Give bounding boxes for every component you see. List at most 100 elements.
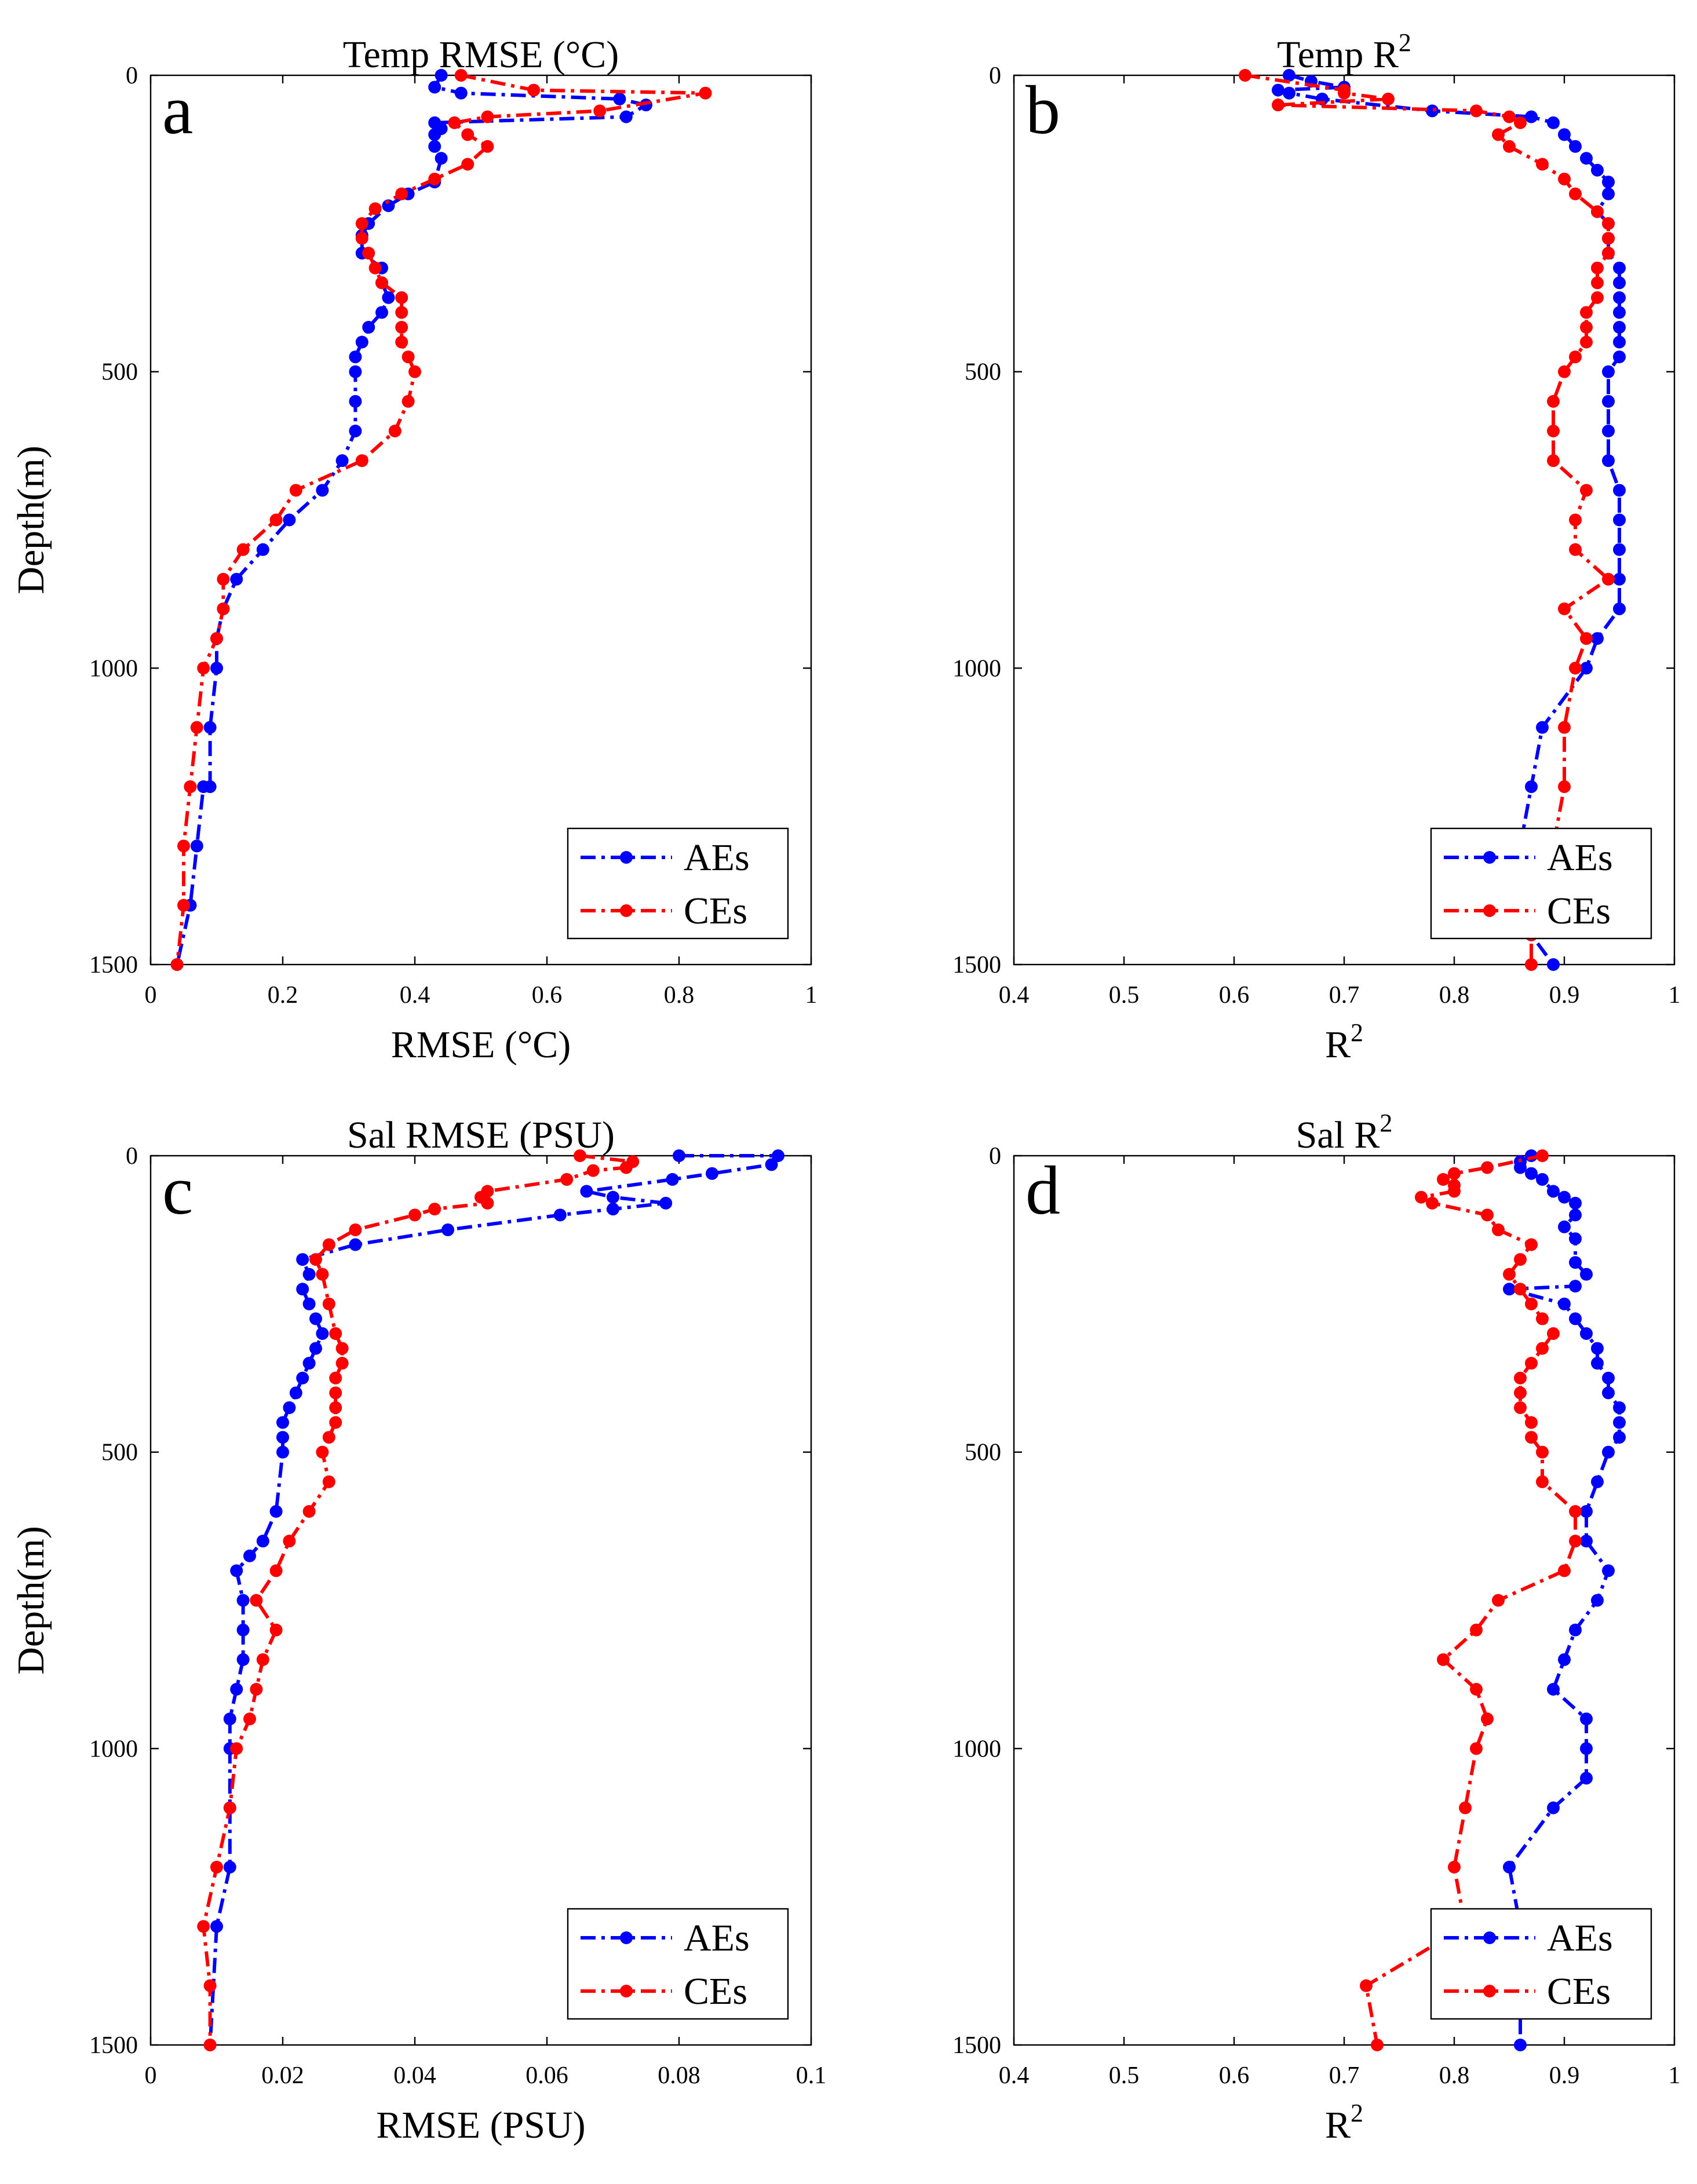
data-point xyxy=(1613,1416,1626,1429)
data-point xyxy=(408,365,421,378)
data-point xyxy=(428,81,441,94)
data-point xyxy=(1536,158,1549,171)
plot-frame xyxy=(149,74,812,966)
data-point xyxy=(441,1223,454,1236)
plot-frame xyxy=(149,1155,812,2046)
data-point xyxy=(699,86,712,100)
data-point xyxy=(236,543,250,556)
data-point xyxy=(335,1342,349,1355)
data-point xyxy=(230,1564,243,1577)
legend-entry-ces: CEs xyxy=(1444,1970,1611,2013)
data-point xyxy=(302,1505,316,1518)
legend-entry-ces: CEs xyxy=(581,1970,747,2013)
data-point xyxy=(309,1312,322,1325)
data-point xyxy=(1558,1564,1571,1577)
data-point xyxy=(210,662,223,675)
panel-title-superscript: 2 xyxy=(1380,1109,1392,1137)
data-point xyxy=(388,425,402,437)
data-point xyxy=(1558,780,1571,793)
x-tick-label: 0.5 xyxy=(1109,982,1140,1009)
data-point xyxy=(309,1253,322,1266)
data-point xyxy=(1613,1401,1626,1414)
series-ces xyxy=(1239,69,1615,971)
legend-marker xyxy=(620,1985,633,1997)
data-point xyxy=(1580,1712,1593,1726)
data-point xyxy=(408,1208,421,1222)
data-point xyxy=(1569,543,1582,556)
data-point xyxy=(223,1712,236,1726)
data-point xyxy=(1558,128,1571,141)
data-point xyxy=(395,320,408,334)
data-point xyxy=(349,1238,362,1251)
data-point xyxy=(706,1167,718,1180)
data-point xyxy=(243,1712,256,1726)
data-point xyxy=(1613,602,1626,615)
data-point xyxy=(1580,1742,1593,1755)
legend-label: CEs xyxy=(1547,890,1611,932)
data-point xyxy=(256,543,269,556)
data-point xyxy=(481,140,494,153)
legend-label: CEs xyxy=(684,890,747,932)
data-point xyxy=(316,1268,329,1281)
series-ces xyxy=(170,69,712,971)
y-axis-label: Depth(m) xyxy=(10,445,52,594)
x-tick-label: 0.1 xyxy=(796,2062,827,2089)
data-point xyxy=(593,104,607,118)
data-point xyxy=(1613,320,1626,334)
legend-marker xyxy=(1483,904,1496,917)
data-point xyxy=(1591,261,1604,275)
data-point xyxy=(355,335,368,349)
data-point xyxy=(355,217,368,230)
legend-box xyxy=(567,827,789,940)
data-point xyxy=(607,1203,619,1216)
data-point xyxy=(1470,104,1483,118)
x-axis-label-base: RMSE (PSU) xyxy=(376,2104,585,2146)
data-point xyxy=(1602,572,1615,586)
data-point xyxy=(1613,261,1626,275)
legend-marker xyxy=(1483,851,1496,864)
data-point xyxy=(428,140,441,153)
panel-title: Temp RMSE (°C) xyxy=(343,34,619,76)
data-point xyxy=(402,350,415,364)
x-axis-label: RMSE (PSU) xyxy=(376,2104,585,2146)
data-point xyxy=(1547,958,1560,971)
legend-marker xyxy=(620,1931,633,1944)
data-point xyxy=(1569,1312,1582,1325)
data-point xyxy=(765,1158,778,1171)
data-point xyxy=(1514,2039,1527,2051)
data-point xyxy=(1536,721,1549,734)
data-point xyxy=(283,513,296,527)
data-point xyxy=(1613,572,1626,586)
data-point xyxy=(296,1283,309,1296)
x-tick-label: 0.08 xyxy=(658,2062,700,2089)
data-point xyxy=(1613,1431,1626,1444)
data-point xyxy=(673,1149,685,1162)
data-point xyxy=(395,335,408,349)
data-point xyxy=(349,350,362,364)
data-point xyxy=(1503,1268,1516,1281)
data-point xyxy=(454,86,468,100)
data-point xyxy=(1558,365,1571,378)
data-point xyxy=(1569,1232,1582,1246)
data-point xyxy=(250,1683,263,1696)
data-point xyxy=(296,1371,309,1385)
data-point xyxy=(1569,1280,1582,1293)
legend-entry-aes: AEs xyxy=(581,1917,750,1959)
data-point xyxy=(1536,1342,1549,1355)
x-axis-label-base: R xyxy=(1325,2104,1351,2146)
data-point xyxy=(1558,721,1571,734)
data-point xyxy=(375,276,388,290)
x-tick-label: 0 xyxy=(145,2062,157,2089)
data-point xyxy=(1272,83,1284,97)
data-point xyxy=(329,1371,342,1385)
data-point xyxy=(355,232,368,245)
data-point xyxy=(322,1297,335,1310)
data-point xyxy=(659,1196,673,1210)
y-tick-label: 1000 xyxy=(952,655,1001,682)
data-point xyxy=(1580,152,1593,165)
data-point xyxy=(1580,662,1593,675)
x-axis-label-superscript: 2 xyxy=(1351,2099,1363,2127)
x-tick-label: 0.2 xyxy=(268,982,298,1009)
